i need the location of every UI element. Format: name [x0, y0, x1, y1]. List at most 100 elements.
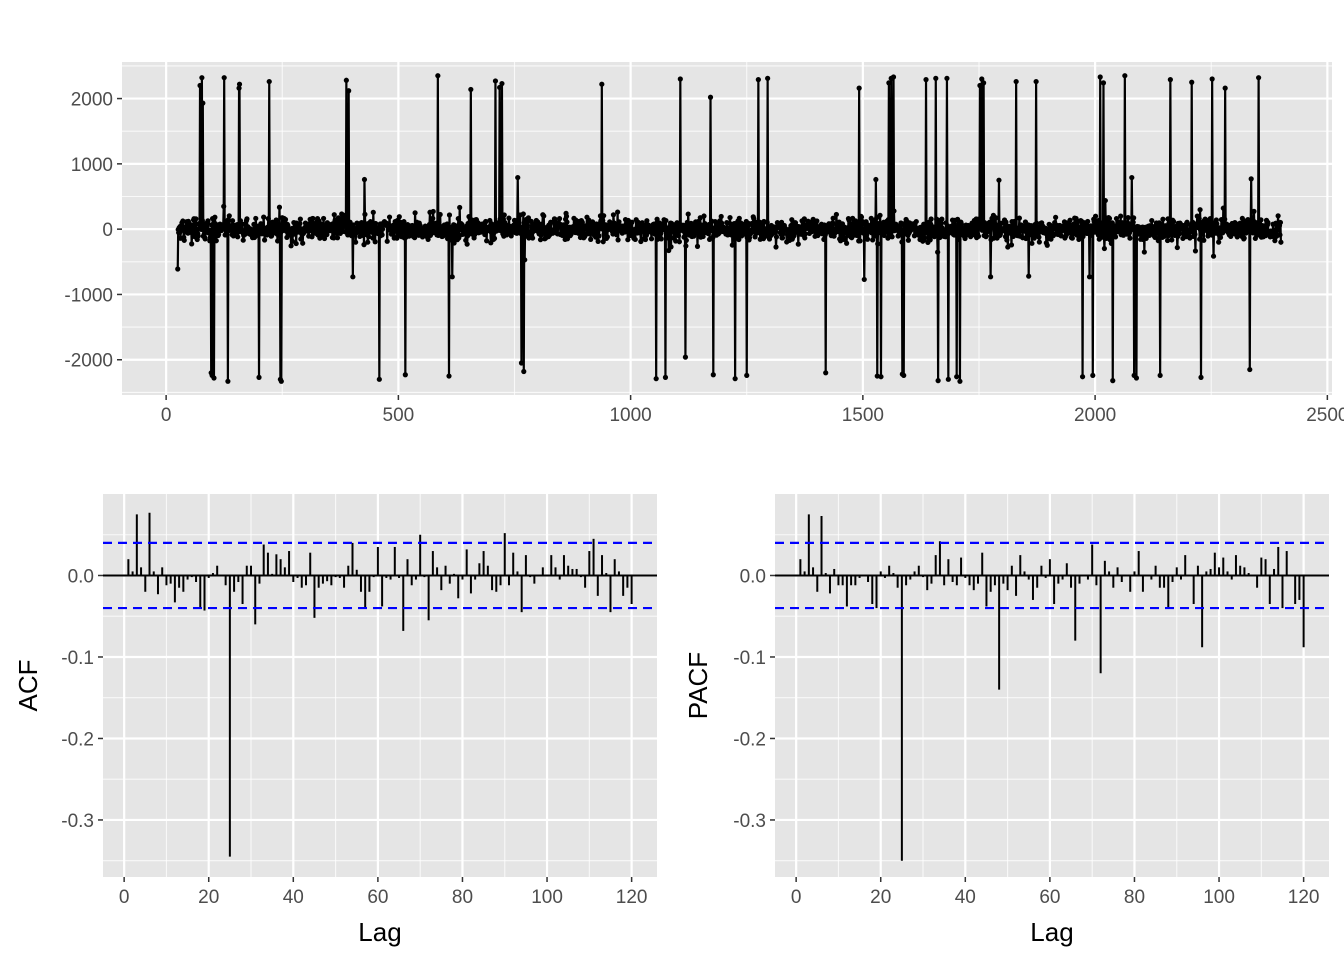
data-point: [1258, 217, 1264, 223]
x-tick-label: 100: [1203, 887, 1235, 908]
data-point: [802, 231, 808, 237]
y-tick-label: -0.2: [733, 729, 766, 750]
y-tick-label: -0.1: [733, 648, 766, 669]
data-point: [446, 212, 453, 218]
data-point: [331, 212, 337, 218]
data-point: [518, 360, 525, 366]
data-point: [1080, 233, 1086, 240]
data-point: [694, 243, 701, 249]
data-point: [878, 374, 884, 380]
data-point: [901, 372, 907, 379]
data-point: [1097, 74, 1103, 80]
data-point: [648, 236, 655, 242]
data-point: [276, 204, 283, 210]
data-point: [1004, 237, 1010, 243]
data-point: [981, 80, 987, 86]
data-point: [446, 373, 452, 379]
data-point: [181, 237, 187, 243]
x-tick-label: 1000: [609, 405, 651, 426]
x-tick-label: 20: [198, 887, 219, 908]
data-point: [773, 244, 779, 250]
data-point: [1220, 205, 1226, 211]
data-point: [384, 238, 390, 244]
data-point: [1192, 248, 1199, 254]
data-point: [262, 237, 268, 243]
data-point: [682, 354, 689, 360]
data-point: [1110, 378, 1116, 384]
data-point: [412, 210, 418, 216]
y-axis-title: ACF: [13, 660, 43, 712]
data-point: [1036, 239, 1042, 245]
data-point: [437, 211, 443, 218]
data-point: [1122, 73, 1128, 79]
data-point: [1090, 372, 1096, 379]
data-point: [1198, 374, 1204, 380]
data-point: [258, 221, 264, 227]
data-point: [595, 238, 601, 244]
data-point: [522, 257, 528, 263]
data-point: [1277, 232, 1283, 238]
data-point: [1160, 216, 1166, 222]
data-point: [1079, 374, 1086, 380]
data-point: [727, 214, 733, 221]
data-point: [616, 219, 622, 225]
data-point: [376, 376, 382, 382]
data-point: [707, 94, 714, 100]
data-point: [858, 214, 865, 220]
data-point: [297, 216, 303, 222]
data-point: [1169, 237, 1175, 243]
data-point: [1106, 230, 1112, 237]
data-point: [610, 212, 617, 218]
data-point: [1011, 218, 1017, 225]
data-point: [535, 219, 541, 225]
x-tick-label: 1500: [842, 405, 884, 426]
data-point: [324, 232, 330, 238]
data-point: [701, 213, 707, 219]
data-point: [343, 77, 349, 83]
data-point: [927, 237, 933, 243]
data-point: [683, 243, 689, 249]
data-point: [1069, 235, 1075, 241]
data-point: [1164, 237, 1171, 244]
data-point: [334, 235, 341, 241]
data-point: [830, 220, 836, 226]
data-point: [226, 213, 232, 219]
data-point: [861, 276, 867, 283]
panel-pacf: 0 20 40 60 80 100 120 -0.3 -0.2 -0.1 0.0 Lag PACF: [683, 494, 1329, 947]
data-point: [459, 222, 465, 228]
data-point: [1133, 375, 1140, 381]
data-point: [1256, 75, 1262, 81]
data-point: [1131, 215, 1137, 221]
data-point: [924, 230, 930, 236]
data-point: [956, 236, 962, 243]
data-point: [935, 249, 941, 255]
data-point: [1127, 235, 1133, 241]
data-point: [889, 234, 895, 240]
y-tick-label: -1000: [64, 285, 113, 306]
data-point: [1275, 213, 1281, 219]
data-point: [938, 220, 944, 227]
data-point: [662, 374, 669, 380]
data-point: [600, 239, 606, 245]
data-point: [644, 218, 650, 224]
panel-time-series: 0 500 1000 1500 2000 2500 -2000 -1000 0 1000 2000: [64, 62, 1344, 426]
data-point: [200, 100, 206, 106]
data-point: [833, 211, 839, 218]
data-point: [645, 222, 651, 228]
data-point: [1201, 237, 1207, 243]
data-point: [1197, 236, 1203, 242]
data-point: [604, 234, 610, 240]
data-point: [1118, 213, 1124, 219]
data-point: [685, 211, 691, 217]
data-point: [891, 208, 897, 214]
data-point: [615, 237, 621, 243]
data-point: [1129, 174, 1135, 181]
data-point: [320, 215, 327, 222]
data-point: [1087, 232, 1094, 238]
data-point: [297, 220, 303, 227]
data-point: [1044, 242, 1050, 248]
x-tick-label: 20: [870, 887, 891, 908]
data-point: [225, 378, 231, 384]
data-point: [213, 238, 219, 244]
data-point: [841, 236, 847, 243]
